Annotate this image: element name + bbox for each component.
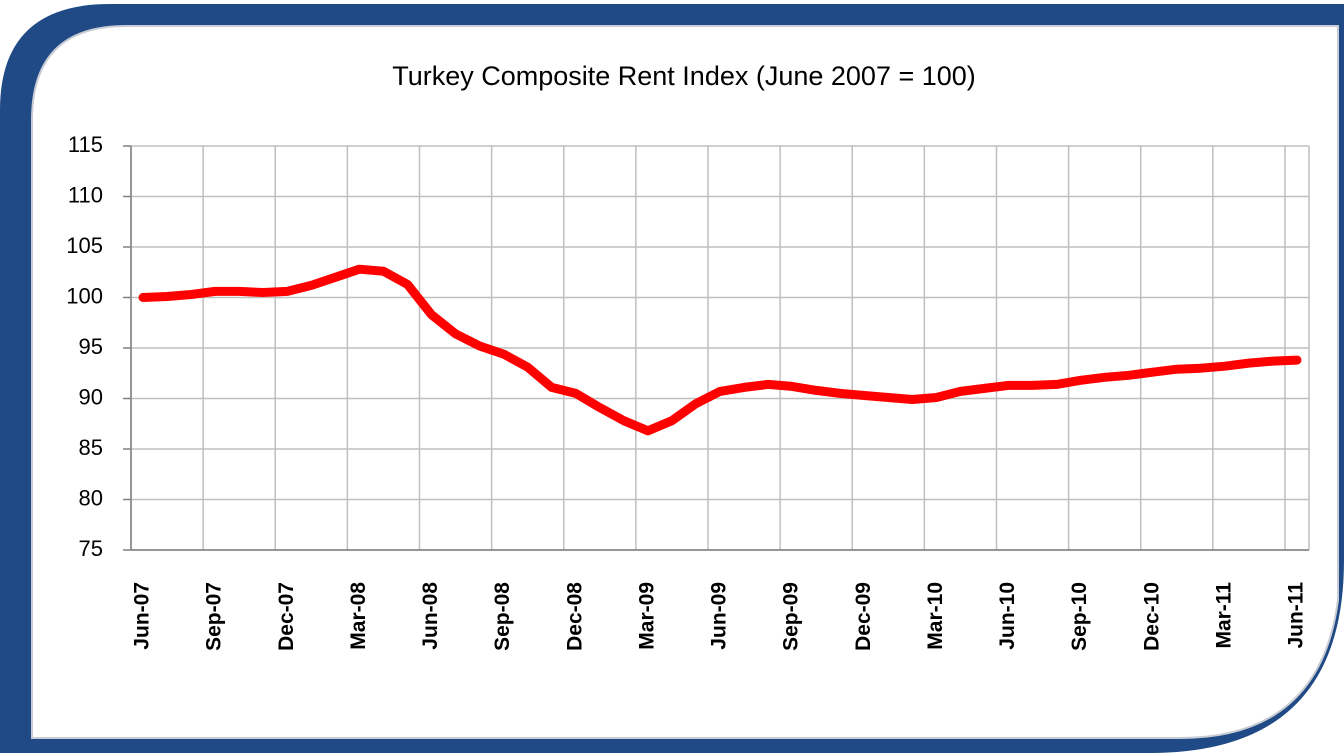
line-series (138, 264, 1302, 436)
y-tick-label: 90 (79, 384, 103, 409)
x-tick-label: Sep-10 (1068, 582, 1091, 651)
y-tick-label: 85 (79, 435, 103, 460)
panel (31, 25, 1339, 739)
x-tick-label: Mar-11 (1212, 582, 1235, 649)
y-tick-label: 95 (79, 334, 103, 359)
x-tick-label: Mar-10 (924, 582, 947, 650)
x-tick-label: Mar-08 (347, 582, 370, 650)
chart-title: Turkey Composite Rent Index (June 2007 =… (392, 61, 976, 91)
x-tick-label: Dec-10 (1140, 582, 1163, 651)
x-tick-label: Mar-09 (635, 582, 658, 650)
x-tick-label: Dec-08 (563, 582, 586, 651)
x-tick-label: Jun-11 (1285, 582, 1308, 649)
y-tick-label: 110 (68, 182, 103, 207)
x-tick-label: Jun-07 (131, 582, 154, 650)
x-tick-label: Sep-09 (780, 582, 803, 651)
y-tick-label: 105 (66, 233, 103, 258)
x-tick-label: Dec-07 (275, 582, 298, 651)
x-tick-label: Jun-09 (708, 582, 731, 650)
x-tick-label: Sep-08 (491, 582, 514, 651)
x-tick-label: Sep-07 (203, 582, 226, 651)
y-tick-label: 115 (68, 132, 103, 157)
y-tick-label: 75 (79, 536, 103, 561)
x-tick-label: Jun-08 (419, 582, 442, 650)
x-tick-label: Jun-10 (996, 582, 1019, 650)
y-tick-label: 100 (66, 283, 103, 308)
y-tick-label: 80 (79, 485, 103, 510)
x-tick-label: Dec-09 (852, 582, 875, 651)
